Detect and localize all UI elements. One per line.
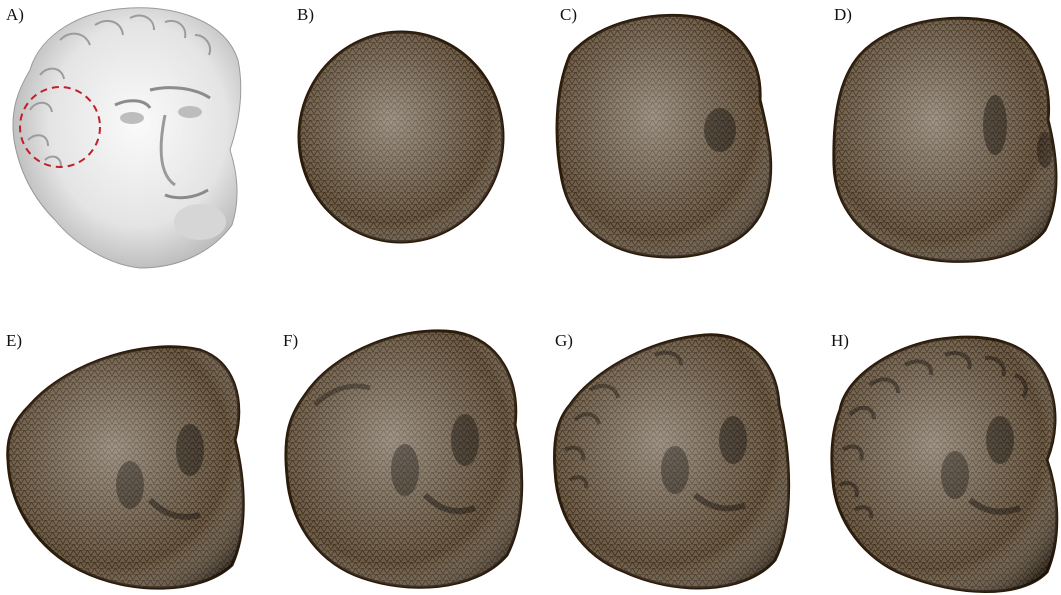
panel-label-f: F) (283, 331, 299, 350)
mesh-stage-g (553, 333, 791, 590)
panel-label-d: D) (834, 5, 852, 24)
highlight-circle (19, 86, 101, 168)
panel-c: C) (530, 0, 800, 280)
mesh-sphere (297, 30, 505, 244)
panel-label-e: E) (6, 331, 23, 350)
mesh-stage-h (830, 335, 1059, 593)
panel-label-b: B) (297, 5, 314, 24)
mesh-stage-d (832, 16, 1058, 263)
panel-b: B) (265, 0, 530, 280)
panel-g: G) (545, 310, 815, 595)
bust-render (12, 7, 242, 269)
mesh-stage-e (6, 345, 245, 590)
panel-label-h: H) (831, 331, 849, 350)
panel-f: F) (275, 310, 545, 595)
panel-a: A) (0, 0, 260, 280)
panel-h: H) (815, 310, 1061, 595)
panel-label-a: A) (6, 5, 24, 24)
panel-d: D) (800, 0, 1061, 280)
panel-e: E) (0, 310, 275, 595)
mesh-stage-f (284, 329, 524, 589)
panel-label-c: C) (560, 5, 577, 24)
panel-label-g: G) (555, 331, 573, 350)
mesh-stage-c (555, 13, 773, 259)
